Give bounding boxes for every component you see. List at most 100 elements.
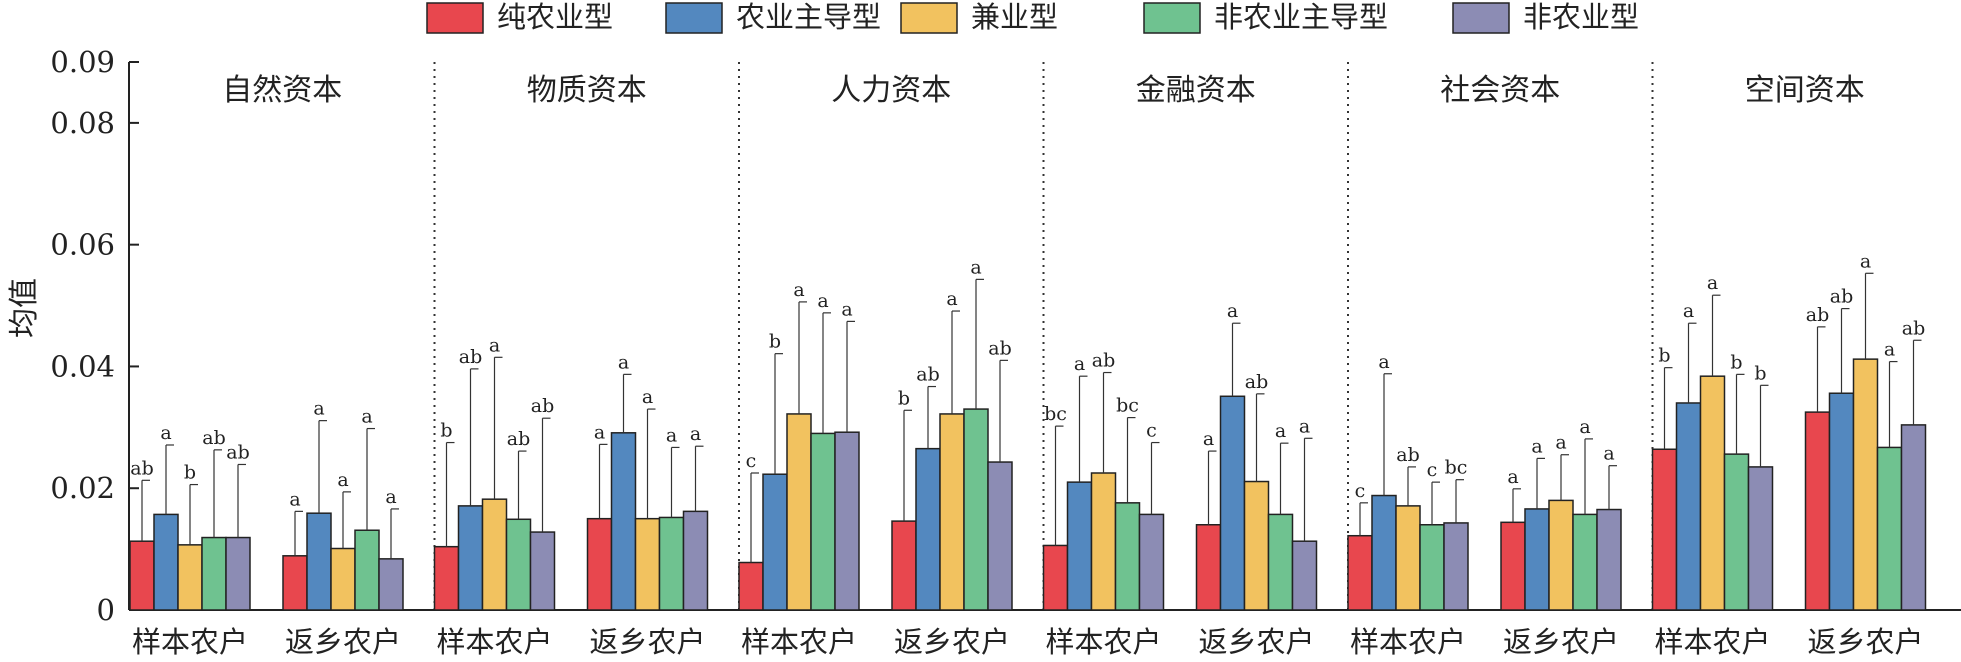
significance-letter: bc <box>1116 395 1139 417</box>
legend-label: 非农业型 <box>1523 0 1639 34</box>
y-tick-label: 0.09 <box>50 45 115 79</box>
significance-letter: ab <box>459 346 483 368</box>
significance-letter: a <box>1275 420 1286 442</box>
bar <box>634 517 661 611</box>
significance-letter: ab <box>507 428 531 450</box>
significance-letter: b <box>1658 345 1670 367</box>
significance-letter: ab <box>1245 371 1269 393</box>
bar <box>682 510 709 611</box>
significance-letter: a <box>841 298 852 320</box>
significance-letter: ab <box>1806 304 1830 326</box>
bar <box>433 545 460 611</box>
legend-swatch <box>900 2 958 34</box>
bar <box>378 558 404 611</box>
bar <box>1291 540 1318 611</box>
bar <box>201 536 227 611</box>
significance-letter: bc <box>1445 457 1468 479</box>
significance-letter: a <box>793 279 804 301</box>
panel-title: 社会资本 <box>1440 73 1560 108</box>
bar <box>1267 513 1294 611</box>
bar <box>1347 534 1373 611</box>
legend-label: 非农业主导型 <box>1214 0 1388 34</box>
bar <box>354 529 380 611</box>
significance-letter: c <box>746 450 757 472</box>
bar <box>1876 446 1903 611</box>
bar <box>1443 522 1469 611</box>
y-tick-label: 0 <box>97 593 115 627</box>
legend-swatch <box>1143 2 1201 34</box>
bar <box>1828 392 1855 611</box>
y-axis: 均值 0 0.02 0.04 0.06 0.08 0.09 <box>7 45 139 627</box>
significance-letter: ab <box>988 337 1012 359</box>
x-tick-label: 返乡农户 <box>894 625 1010 659</box>
bar <box>963 408 989 611</box>
x-tick-label: 样本农户 <box>1654 625 1770 659</box>
legend-label: 农业主导型 <box>736 0 881 34</box>
significance-letter: a <box>385 486 396 508</box>
bar <box>1723 453 1750 611</box>
bar <box>1219 395 1246 611</box>
bar <box>1042 544 1069 611</box>
bar <box>915 447 941 611</box>
legend-swatch <box>1452 2 1510 34</box>
significance-letter: c <box>1146 420 1157 442</box>
bar <box>129 540 155 611</box>
x-tick-label: 返乡农户 <box>1198 625 1314 659</box>
bar <box>1852 358 1879 611</box>
significance-letter: a <box>594 421 605 443</box>
significance-letter: a <box>1507 466 1518 488</box>
bar <box>1524 508 1550 611</box>
bar <box>177 544 203 611</box>
bar <box>1500 521 1526 611</box>
significance-letter: ab <box>1830 286 1854 308</box>
bar <box>529 531 556 611</box>
significance-letter: c <box>1427 459 1438 481</box>
significance-letter: ab <box>1092 350 1116 372</box>
significance-letter: b <box>440 420 452 442</box>
significance-letter: a <box>489 334 500 356</box>
bar <box>1747 466 1774 611</box>
bar <box>225 536 251 611</box>
bar <box>658 516 685 611</box>
x-tick-label: 返乡农户 <box>1807 625 1923 659</box>
bar <box>586 517 613 611</box>
x-tick-label: 样本农户 <box>132 625 248 659</box>
significance-letter: a <box>690 423 701 445</box>
bar <box>1675 402 1702 611</box>
bar <box>1596 508 1622 611</box>
significance-letter: a <box>1884 339 1895 361</box>
significance-letter: a <box>1227 300 1238 322</box>
significance-letter: a <box>1603 443 1614 465</box>
x-tick-label: 样本农户 <box>1045 625 1161 659</box>
legend-label: 兼业型 <box>971 0 1058 34</box>
bar <box>457 505 484 611</box>
significance-letter: a <box>1683 300 1694 322</box>
significance-letter: ab <box>1902 317 1926 339</box>
panel-dividers <box>433 62 1654 610</box>
y-tick-label: 0.04 <box>50 349 115 383</box>
significance-letter: a <box>361 406 372 428</box>
x-tick-label: 返乡农户 <box>589 625 705 659</box>
panel-title: 人力资本 <box>831 73 951 108</box>
bar <box>786 413 812 611</box>
significance-letter: a <box>1074 353 1085 375</box>
bar <box>987 461 1013 611</box>
significance-letter: b <box>1730 351 1742 373</box>
bar <box>1804 411 1831 611</box>
significance-letter: a <box>1203 428 1214 450</box>
significance-letter: a <box>1299 415 1310 437</box>
bar <box>810 432 836 611</box>
y-axis-label: 均值 <box>7 278 42 338</box>
significance-letter: a <box>817 290 828 312</box>
bar <box>610 432 637 611</box>
panel-title: 自然资本 <box>222 73 342 108</box>
significance-letter: a <box>1860 250 1871 272</box>
panel-title: 空间资本 <box>1745 73 1865 108</box>
bar <box>153 513 179 611</box>
significance-letter: a <box>1707 272 1718 294</box>
panel-title: 物质资本 <box>527 73 647 108</box>
x-tick-label: 样本农户 <box>1350 625 1466 659</box>
bar <box>330 547 356 611</box>
bar <box>1419 524 1445 611</box>
